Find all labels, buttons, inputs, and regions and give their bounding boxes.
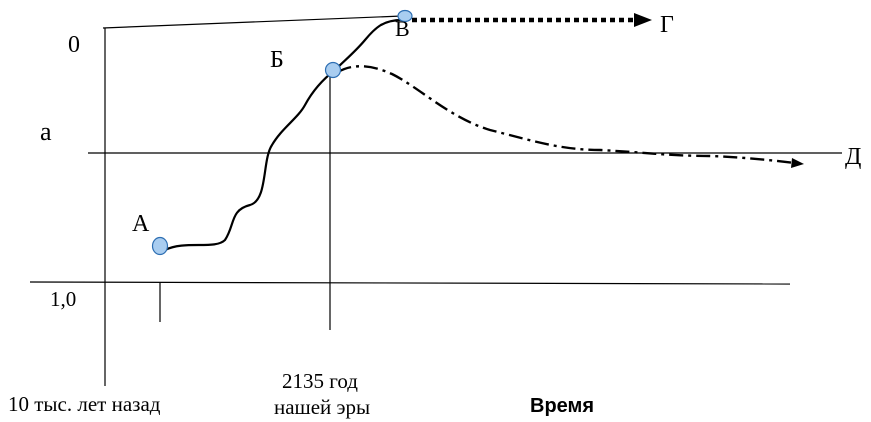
y-label-one: 1,0: [50, 287, 76, 311]
x-tick-2135-line2: нашей эры: [274, 395, 370, 419]
bottom-horizontal-line: [29, 281, 791, 285]
label-point-a: А: [132, 211, 150, 237]
x-tick-2135-line1: 2135 год: [282, 369, 358, 393]
point-b: [324, 61, 342, 79]
label-point-b: Б: [270, 47, 284, 73]
y-label-zero: 0: [68, 32, 80, 58]
point-v: [397, 9, 413, 23]
label-point-g: Г: [660, 12, 674, 38]
y-label-a: a: [40, 117, 52, 146]
x-tick-10k-years-ago: 10 тыс. лет назад: [8, 392, 161, 416]
curve-a-to-v: [164, 18, 403, 251]
x-axis-title: Время: [530, 395, 594, 417]
label-point-v: В: [395, 16, 410, 41]
arrowhead-g: [634, 13, 652, 27]
top-guide-line: [102, 15, 403, 29]
arrowhead-d: [791, 158, 804, 168]
point-a: [151, 236, 169, 256]
dashdot-path-b-to-d: [337, 65, 796, 165]
label-point-d: Д: [845, 144, 861, 170]
